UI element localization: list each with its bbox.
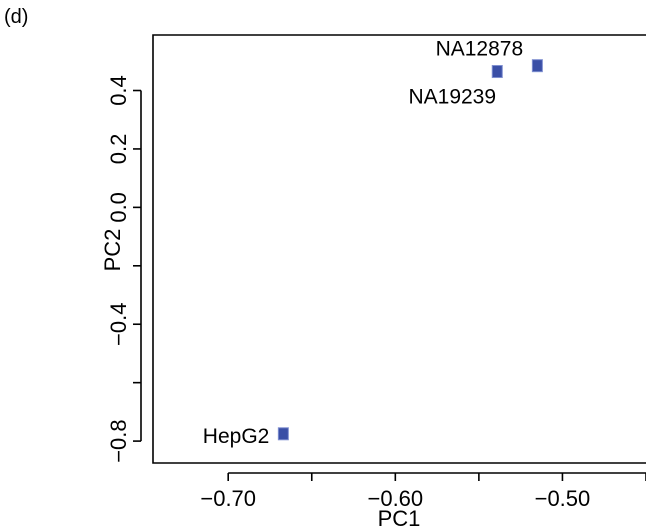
y-tick-label: −0.8 bbox=[106, 419, 131, 462]
y-tick-label: 0.0 bbox=[106, 192, 131, 223]
y-tick-label: 0.2 bbox=[106, 134, 131, 165]
y-axis: −0.8 −0.4 0.0 0.2 0.4 bbox=[106, 75, 142, 463]
y-tick-label: 0.4 bbox=[106, 75, 131, 106]
data-points: NA12878 NA19239 HepG2 bbox=[203, 38, 543, 448]
x-tick-label: −0.70 bbox=[200, 486, 256, 511]
data-point bbox=[277, 427, 289, 441]
data-point bbox=[491, 65, 503, 79]
data-point-label: NA19239 bbox=[408, 86, 496, 109]
data-point-label: HepG2 bbox=[203, 425, 270, 448]
y-tick-label: −0.4 bbox=[106, 303, 131, 346]
data-point-label: NA12878 bbox=[436, 38, 524, 61]
x-axis: −0.70 −0.60 −0.50 bbox=[200, 472, 646, 511]
x-tick-label: −0.50 bbox=[535, 486, 591, 511]
plot-border bbox=[152, 34, 646, 464]
y-axis-title: PC2 bbox=[100, 229, 125, 272]
x-axis-title: PC1 bbox=[378, 506, 421, 531]
panel-label: (d) bbox=[4, 6, 28, 28]
x-tick-label: −0.60 bbox=[367, 486, 423, 511]
data-point bbox=[531, 59, 543, 73]
plot-frame bbox=[152, 34, 646, 464]
